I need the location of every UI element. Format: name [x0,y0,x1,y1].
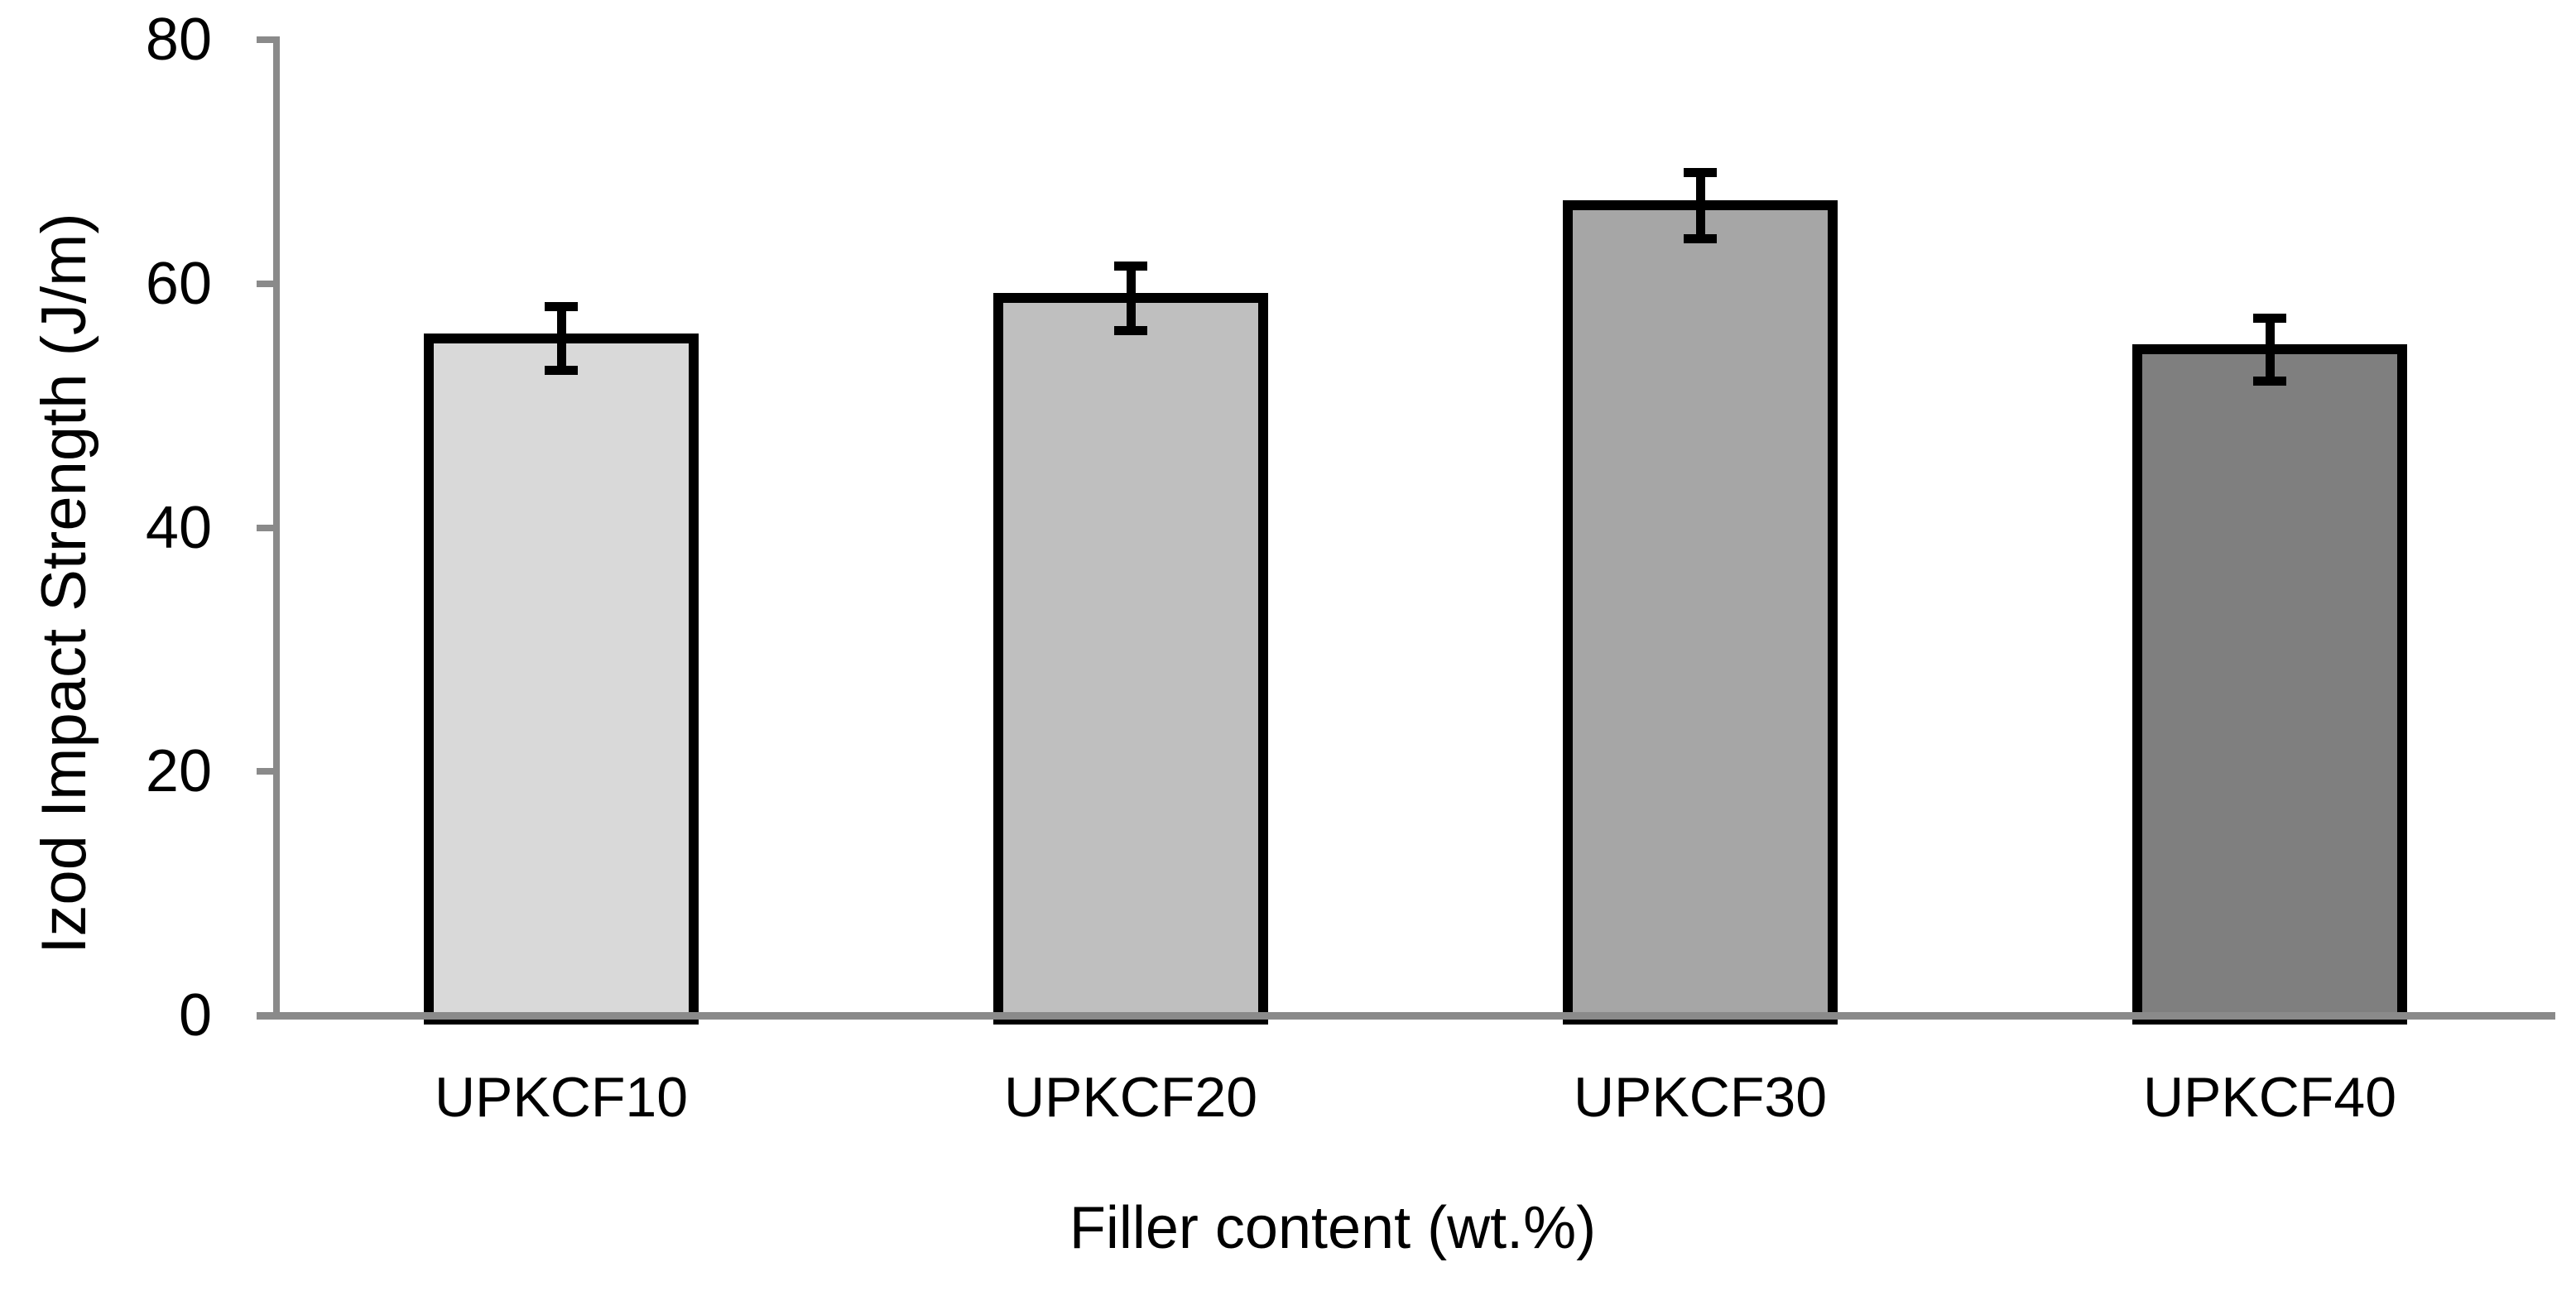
bar-upkcf40 [2132,344,2407,1025]
error-bar-bottom-cap [1114,325,1147,335]
x-axis-category-label: UPKCF10 [434,1066,689,1129]
x-axis-category-label: UPKCF20 [1003,1066,1258,1129]
bar-upkcf10 [424,334,699,1025]
y-axis-tick-label: 60 [145,250,212,317]
x-axis-title: Filler content (wt.%) [1069,1195,1597,1261]
error-bar [1695,172,1705,239]
y-axis-title: Izod Impact Strength (J/m) [29,213,99,954]
error-bar-bottom-cap [2253,377,2286,386]
error-bar-top-cap [1114,261,1147,271]
error-bar-top-cap [1684,168,1717,178]
y-axis-tick [257,280,276,287]
x-axis-line [257,1012,2555,1020]
error-bar [2265,318,2275,382]
bar-upkcf30 [1563,200,1838,1025]
error-bar-bottom-cap [1684,233,1717,243]
bar-upkcf20 [993,293,1268,1025]
y-axis-line [273,36,280,1020]
error-bar-bottom-cap [545,365,578,375]
x-axis-category-label: UPKCF30 [1573,1066,1828,1129]
y-axis-tick-label: 40 [145,494,212,561]
error-bar-top-cap [2253,313,2286,323]
x-axis-category-label: UPKCF40 [2142,1066,2397,1129]
error-bar [556,306,566,371]
y-axis-tick-label: 80 [145,7,212,73]
y-axis-tick-label: 0 [178,982,212,1049]
y-axis-tick-label: 20 [145,738,212,805]
error-bar [1126,266,1136,331]
error-bar-top-cap [545,302,578,312]
y-axis-tick [257,524,276,531]
y-axis-tick [257,36,276,43]
y-axis-tick [257,768,276,775]
